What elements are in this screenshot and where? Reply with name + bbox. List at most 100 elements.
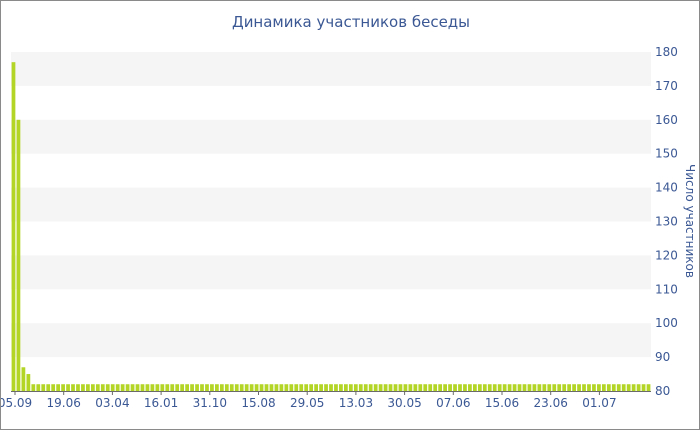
bar [507,384,512,391]
bar [532,384,537,391]
bar [517,384,522,391]
bar [408,384,413,391]
bar [383,384,388,391]
x-tick-label: 07.06 [436,396,470,410]
y-tick-label: 110 [655,282,678,296]
bar [329,384,333,391]
bar [274,384,279,391]
bar [641,384,646,391]
bar [339,384,343,391]
bar [309,384,314,391]
bar [433,384,438,391]
bar [502,384,507,391]
bar [150,384,155,391]
grid-band [11,52,651,86]
bar [353,384,358,391]
x-tick-label: 16.01 [144,396,178,410]
y-tick-label: 90 [655,350,670,364]
y-tick-label: 100 [655,316,678,330]
bar [234,384,239,391]
bar [611,384,616,391]
bar [438,384,443,391]
bar [587,384,591,391]
bar [16,119,21,392]
bar [215,384,219,391]
bar [582,384,586,391]
bar [319,384,323,391]
bar [219,384,224,391]
bar [363,384,368,391]
bar [393,384,398,391]
bar [631,384,636,391]
bar [190,384,194,391]
bar [31,384,36,391]
y-tick-label: 170 [655,79,678,93]
bar [165,384,170,391]
bar [140,384,145,391]
bar [86,384,90,391]
x-tick-label: 05.09 [1,396,32,410]
bar [636,384,641,391]
x-tick-label: 31.10 [193,396,227,410]
bar [537,384,542,391]
bar [458,384,462,391]
x-tick-label: 15.08 [241,396,275,410]
y-tick-label: 180 [655,45,678,59]
bar [195,384,199,391]
bar [398,384,403,391]
bar [482,384,487,391]
bar [547,384,552,391]
bar [205,384,209,391]
bar [577,384,581,391]
x-tick-label: 19.06 [47,396,81,410]
bar [11,62,16,392]
bar [294,384,299,391]
bar [487,384,492,391]
bar [527,384,532,391]
bar [492,384,497,391]
bar [210,384,214,391]
grid-band [11,187,651,222]
y-tick-label: 150 [655,147,678,161]
bar [71,384,75,391]
bar [244,384,249,391]
bar [373,384,378,391]
bar [403,384,408,391]
bar [552,384,557,391]
bar [259,384,264,391]
x-tick-label: 30.05 [387,396,421,410]
bar [463,384,467,391]
bar [185,384,189,391]
bar [562,384,567,391]
bar [81,384,85,391]
bar [324,384,328,391]
bar [66,384,70,391]
y-tick-label: 80 [655,384,670,398]
bar [616,384,621,391]
bar [279,384,284,391]
bar [51,384,56,391]
bar [592,384,596,391]
bar [125,384,130,391]
bar [249,384,254,391]
bar [95,384,100,391]
bar [557,384,562,391]
x-tick-label: 15.06 [485,396,519,410]
bar [344,384,348,391]
bar [254,384,259,391]
y-tick-label: 160 [655,113,678,127]
bar [100,384,105,391]
x-tick-label: 13.03 [339,396,373,410]
bar [428,384,433,391]
bar [646,384,651,391]
bar [572,384,576,391]
bar [76,384,80,391]
grid-band [11,119,651,154]
x-tick-label: 23.06 [534,396,568,410]
bar [443,384,447,391]
bar [46,384,51,391]
y-tick-label: 140 [655,181,678,195]
bar [626,384,631,391]
bar [155,384,160,391]
